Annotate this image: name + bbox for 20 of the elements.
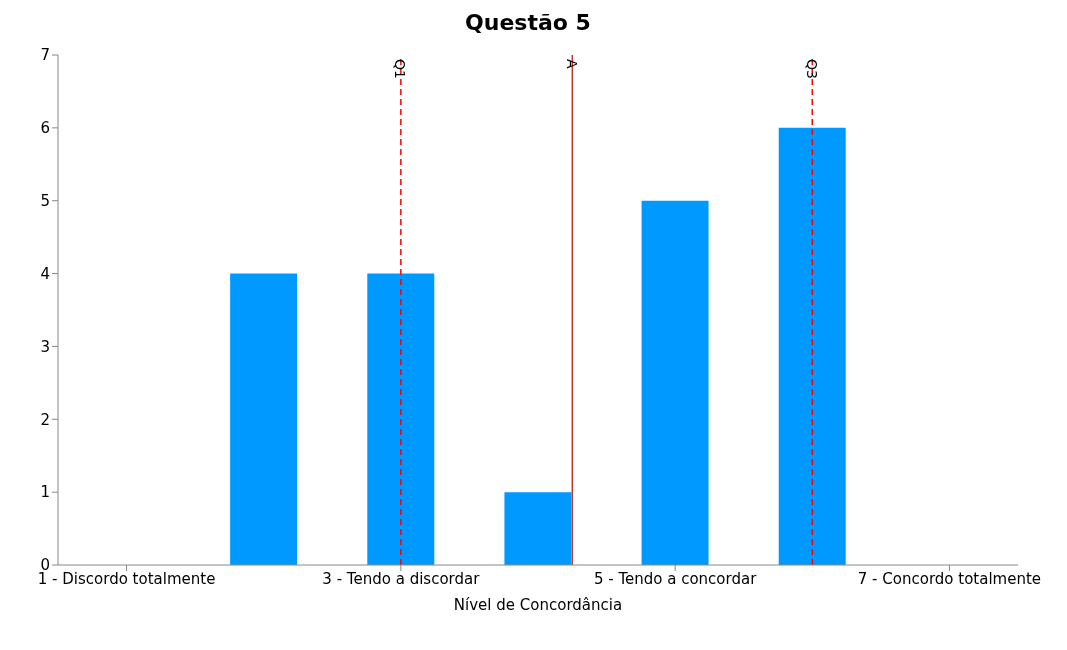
x-tick-label: 7 - Concordo totalmente	[857, 569, 1042, 588]
ref-line-label: Q1	[392, 59, 409, 79]
y-tick-label: 2	[40, 410, 50, 429]
ref-line-label: A	[563, 59, 580, 69]
bar	[641, 200, 709, 565]
x-tick-label: 3 - Tendo a discordar	[322, 569, 481, 588]
bar	[778, 127, 846, 565]
x-tick-label: 5 - Tendo a concordar	[593, 569, 758, 588]
bar	[367, 273, 435, 565]
y-tick-label: 6	[40, 119, 50, 138]
x-axis-title: Nível de Concordância	[453, 596, 623, 614]
y-tick-label: 1	[40, 483, 50, 502]
y-tick-label: 5	[40, 192, 50, 211]
y-tick-label: 4	[40, 264, 50, 283]
ref-line-label: Q3	[803, 59, 820, 79]
bar	[230, 273, 298, 565]
chart-title: Questão 5	[464, 10, 592, 35]
bar	[504, 492, 572, 565]
y-tick-label: 7	[40, 46, 50, 65]
y-tick-label: 3	[40, 337, 50, 356]
